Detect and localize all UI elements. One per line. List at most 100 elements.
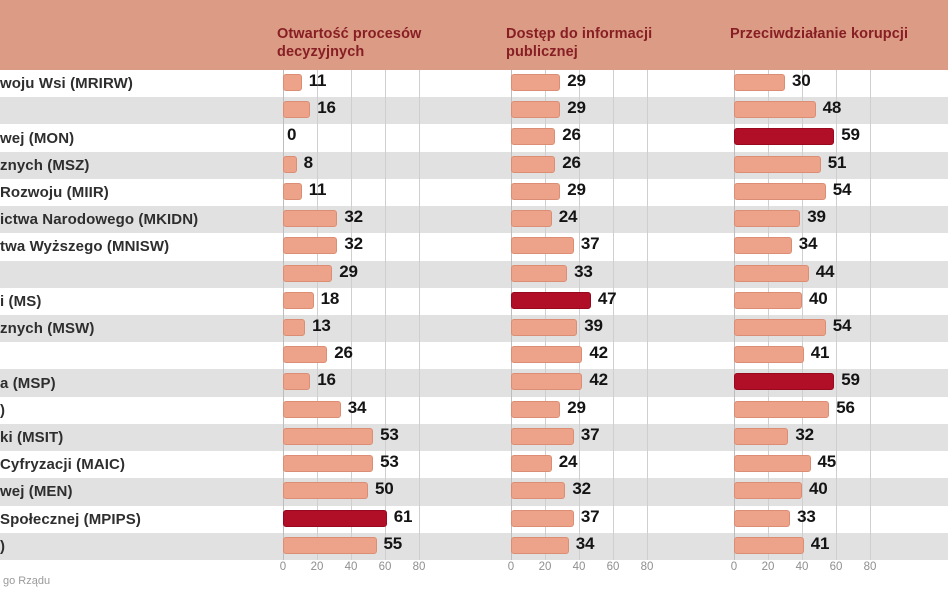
gridline [613,70,614,560]
value-bar [734,346,804,364]
axis-tick-label: 0 [279,561,287,573]
value-label: 56 [836,397,855,417]
value-label: 44 [815,261,835,281]
value-bar [283,74,302,91]
row-stripe [0,423,948,452]
value-label: 29 [567,98,586,118]
value-bar [283,101,311,119]
value-bar [283,210,338,228]
value-bar [283,509,387,527]
value-bar [734,509,791,527]
value-label: 32 [344,207,363,227]
value-label: 54 [832,316,852,335]
value-bar [511,427,574,445]
value-label: 34 [798,234,818,254]
value-bar [511,264,568,282]
value-label: 0 [287,125,297,145]
value-label: 42 [589,370,608,390]
gridline [385,70,386,560]
value-label: 39 [807,207,826,227]
value-bar [511,373,583,391]
value-bar [734,319,826,336]
value-bar [511,128,556,146]
value-bar [511,536,569,554]
table-row: wej (MON) 0 26 59 [0,124,948,151]
gridline [768,70,769,560]
ministry-label: twa Wyższego (MNISW) [0,238,170,256]
gridline [734,70,735,560]
value-label: 8 [303,152,313,172]
value-label: 33 [797,506,816,526]
table-row: znych (MSW) 13 39 54 [0,315,948,342]
value-label: 11 [308,71,327,90]
table-row: ictwa Narodowego (MKIDN) 32 24 39 [0,206,948,233]
value-label: 41 [810,343,830,363]
value-bar [283,482,368,500]
table-row: a (MSP) 16 42 59 [0,369,948,396]
gridline [351,70,352,560]
value-label: 11 [308,179,327,199]
value-bar [734,155,821,173]
ministry-label: Rozwoju (MIIR) [0,183,109,201]
column-header-openness: Otwartość procesów decyzyjnych [277,26,422,60]
value-label: 50 [375,479,394,499]
value-label: 48 [822,98,842,118]
value-label: 34 [347,397,367,417]
value-bar [511,101,561,119]
table-row: twa Wyższego (MNISW) 32 37 34 [0,233,948,260]
ministry-label: ki (MSIT) [0,428,64,446]
value-label: 53 [380,424,399,444]
value-bar [283,400,341,418]
value-label: 29 [567,179,586,199]
value-bar [734,291,802,309]
value-bar [511,319,578,336]
value-label: 53 [380,452,399,472]
value-label: 33 [574,261,593,281]
ministry-label: ) [0,401,6,419]
value-bar [283,291,314,309]
value-bar [511,509,574,527]
gridline [836,70,837,560]
value-bar [283,237,338,255]
value-bar [734,101,816,119]
ministry-label: ictwa Narodowego (MKIDN) [0,211,199,229]
value-label: 26 [562,152,581,172]
value-label: 24 [558,452,578,472]
value-label: 32 [344,234,363,254]
value-label: 40 [809,479,828,499]
value-label: 37 [580,506,600,526]
value-bar [511,74,561,91]
value-label: 59 [841,125,860,145]
table-row: Społecznej (MPIPS) 61 37 33 [0,506,948,533]
value-label: 54 [832,179,852,199]
axis-tick-label: 60 [829,561,843,573]
table-row: wej (MEN) 50 32 40 [0,478,948,505]
axis-tick-label: 0 [730,561,738,573]
axis-tick-label: 80 [863,561,877,573]
value-bar [283,536,377,554]
value-bar [734,427,789,445]
value-label: 24 [558,207,578,227]
value-label: 34 [575,533,595,553]
table-row: 29 33 44 [0,261,948,288]
axis-tick-label: 20 [761,561,775,573]
gridline [802,70,803,560]
value-label: 61 [393,506,413,526]
value-bar [734,128,835,146]
value-label: 37 [580,234,600,254]
value-bar [283,455,374,473]
value-label: 40 [809,288,828,308]
value-label: 26 [334,343,353,363]
value-label: 32 [795,424,814,444]
value-label: 30 [792,71,811,90]
table-row: 26 42 41 [0,342,948,369]
axis-tick-label: 40 [572,561,586,573]
value-label: 39 [584,316,603,335]
ministry-label: i (MS) [0,292,42,310]
value-label: 26 [562,125,581,145]
gridline [647,70,648,560]
axis-tick-label: 20 [310,561,324,573]
table-row: znych (MSZ) 8 26 51 [0,152,948,179]
value-bar [734,210,801,228]
